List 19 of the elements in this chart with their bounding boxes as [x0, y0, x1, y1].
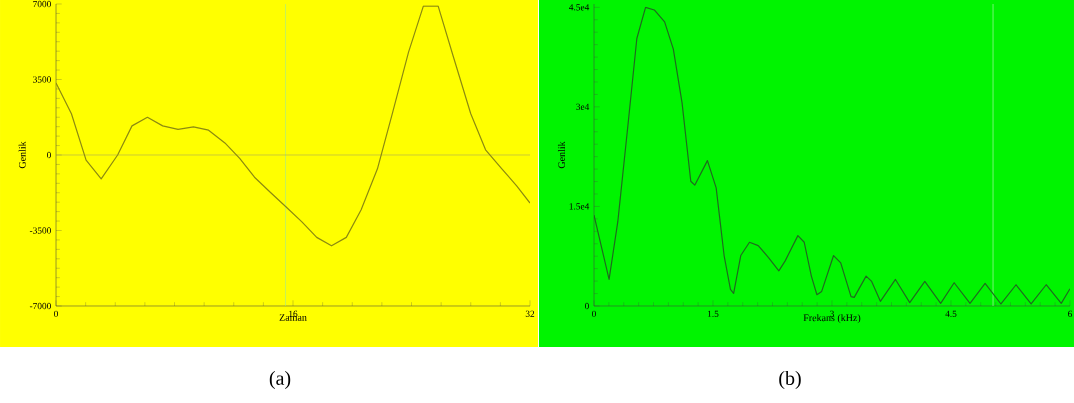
text: (b) — [779, 370, 801, 390]
x-tick-label: 4.5 — [945, 310, 957, 317]
y-tick-label: -7000 — [29, 302, 51, 310]
x-tick-label: 0 — [592, 310, 596, 317]
y-tick-label: 7000 — [33, 0, 51, 8]
y-tick-label: -3500 — [29, 227, 51, 234]
y-tick-label: 3e4 — [576, 103, 590, 110]
y-tick-label: 3500 — [33, 76, 51, 83]
y-tick-label: 0 — [584, 302, 589, 310]
y-tick-label: 1.5e4 — [569, 203, 590, 210]
y-tick-label: 0 — [47, 151, 51, 159]
y-axis-title: Genlik — [18, 141, 26, 169]
y-tick-label: 4.5e4 — [569, 4, 590, 11]
x-tick-label: 32 — [525, 310, 535, 317]
y-axis-title: Genlik — [557, 141, 566, 169]
text: (a) — [269, 370, 291, 390]
x-tick-label: 0 — [54, 310, 58, 317]
x-tick-label: 1.5 — [707, 310, 719, 317]
x-tick-label: 6 — [1068, 310, 1073, 317]
